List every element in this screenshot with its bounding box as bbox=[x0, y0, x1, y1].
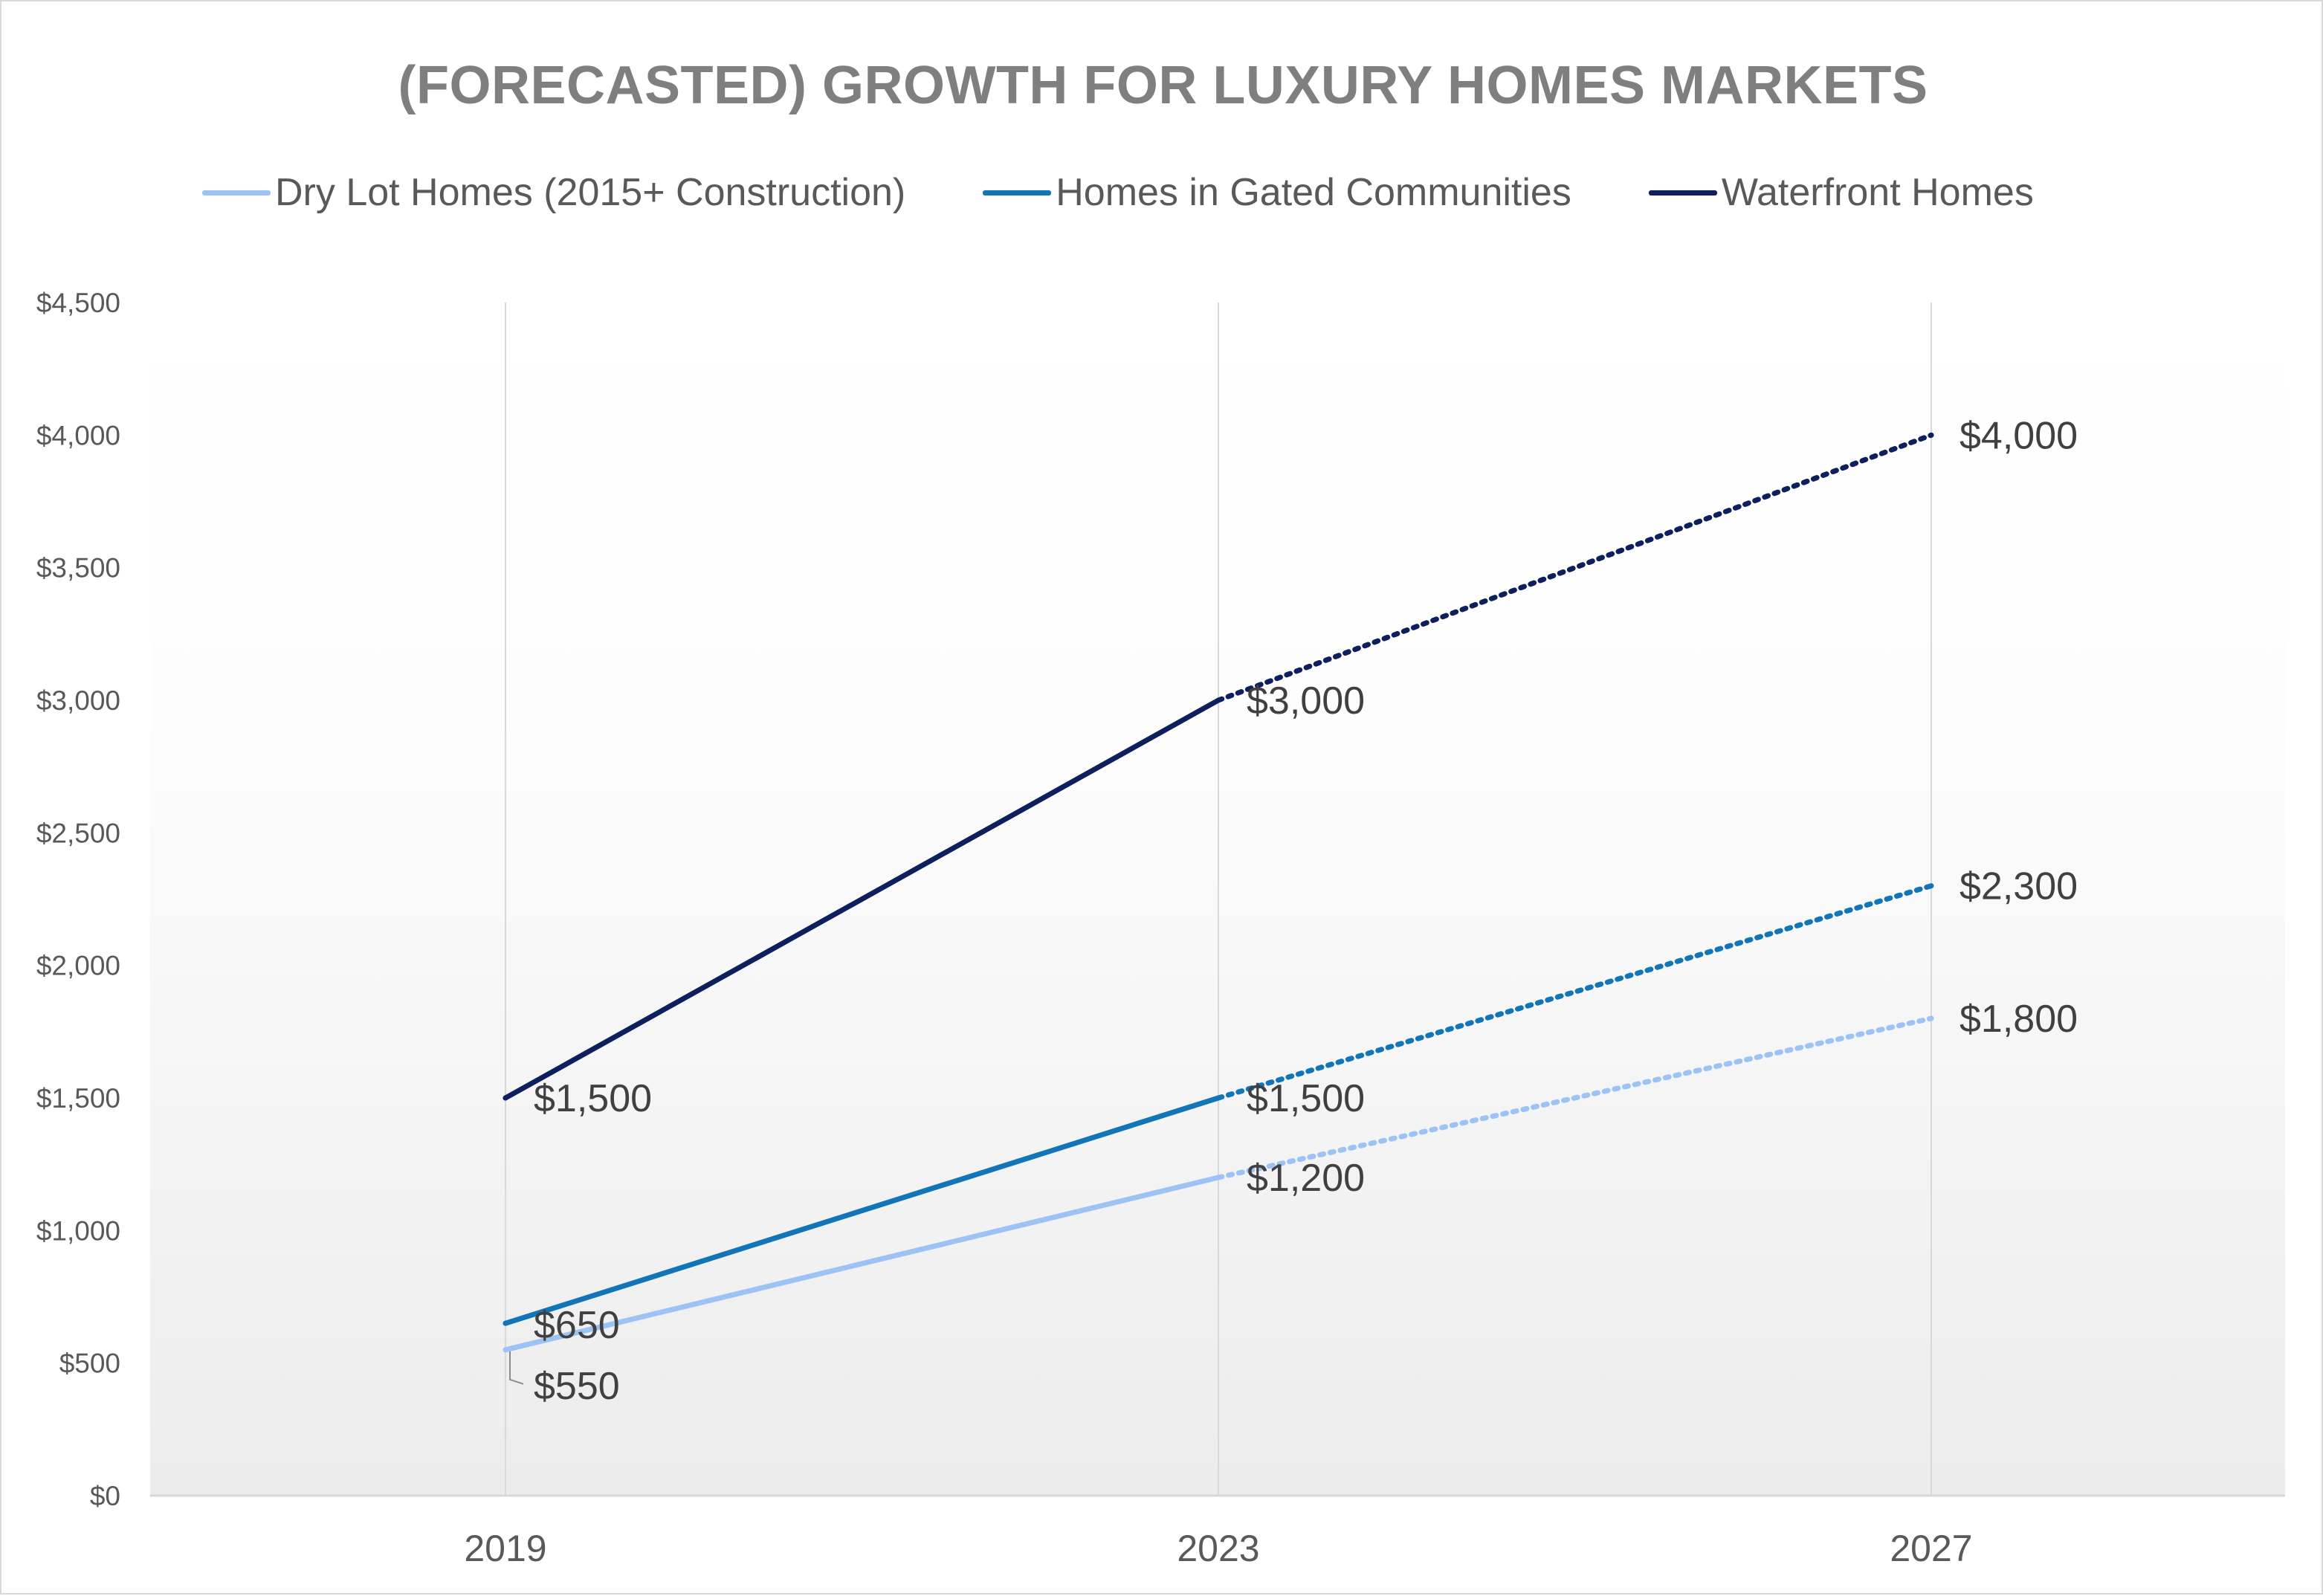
data-point-0-1 bbox=[1215, 1175, 1221, 1180]
legend-item-gated: Homes in Gated Communities bbox=[983, 170, 1571, 215]
y-tick-label: $3,000 bbox=[36, 685, 120, 716]
series-line-forecast-2 bbox=[1215, 432, 1934, 703]
y-tick-label: $4,000 bbox=[36, 420, 120, 450]
series-line-forecast-1 bbox=[1215, 883, 1934, 1101]
y-tick-label: $3,500 bbox=[36, 553, 120, 584]
legend-label-gated: Homes in Gated Communities bbox=[1056, 171, 1571, 214]
data-point-2-2 bbox=[1928, 432, 1934, 438]
y-tick-label: $1,500 bbox=[36, 1083, 120, 1114]
legend-label-waterfront: Waterfront Homes bbox=[1721, 171, 2034, 214]
data-point-1-0 bbox=[503, 1320, 508, 1326]
legend-item-waterfront: Waterfront Homes bbox=[1648, 170, 2034, 215]
legend-label-dry-lot: Dry Lot Homes (2015+ Construction) bbox=[275, 171, 906, 214]
legend: Dry Lot Homes (2015+ Construction) Homes… bbox=[202, 167, 2111, 219]
y-tick-label: $500 bbox=[59, 1348, 120, 1379]
x-tick-label: 2019 bbox=[464, 1528, 546, 1569]
y-tick-label: $2,500 bbox=[36, 818, 120, 848]
y-tick-label: $2,000 bbox=[36, 951, 120, 981]
data-label-1-1: $1,500 bbox=[1247, 1077, 1365, 1120]
data-label-1-0: $650 bbox=[534, 1304, 620, 1347]
x-tick-label: 2027 bbox=[1890, 1528, 1972, 1569]
y-tick-label: $4,500 bbox=[36, 288, 120, 318]
legend-item-dry-lot: Dry Lot Homes (2015+ Construction) bbox=[202, 170, 905, 215]
data-label-2-1: $3,000 bbox=[1247, 679, 1365, 723]
data-label-0-0: $550 bbox=[534, 1365, 620, 1408]
series-line-solid-0 bbox=[503, 1175, 1221, 1353]
data-point-0-2 bbox=[1928, 1015, 1934, 1021]
series-line-solid-1 bbox=[503, 1095, 1221, 1326]
data-point-0-0 bbox=[503, 1347, 508, 1353]
data-point-2-1 bbox=[1215, 697, 1221, 703]
y-tick-label: $0 bbox=[90, 1481, 120, 1511]
data-point-1-1 bbox=[1215, 1095, 1221, 1101]
y-tick-label: $1,000 bbox=[36, 1215, 120, 1246]
data-label-2-2: $4,000 bbox=[1959, 414, 2078, 457]
data-label-0-2: $1,800 bbox=[1959, 998, 2078, 1041]
x-tick-label: 2023 bbox=[1177, 1528, 1259, 1569]
series-line-forecast-0 bbox=[1215, 1015, 1934, 1180]
data-label-0-1: $1,200 bbox=[1247, 1157, 1365, 1200]
legend-swatch-waterfront bbox=[1648, 190, 1717, 196]
data-point-1-2 bbox=[1928, 883, 1934, 889]
legend-swatch-dry-lot bbox=[202, 190, 271, 196]
data-label-2-0: $1,500 bbox=[534, 1077, 652, 1120]
chart-title: (FORECASTED) GROWTH FOR LUXURY HOMES MAR… bbox=[398, 56, 1928, 115]
series-line-solid-2 bbox=[503, 697, 1221, 1101]
legend-swatch-gated bbox=[983, 190, 1052, 196]
data-label-1-2: $2,300 bbox=[1959, 865, 2078, 908]
data-point-2-0 bbox=[503, 1095, 508, 1101]
